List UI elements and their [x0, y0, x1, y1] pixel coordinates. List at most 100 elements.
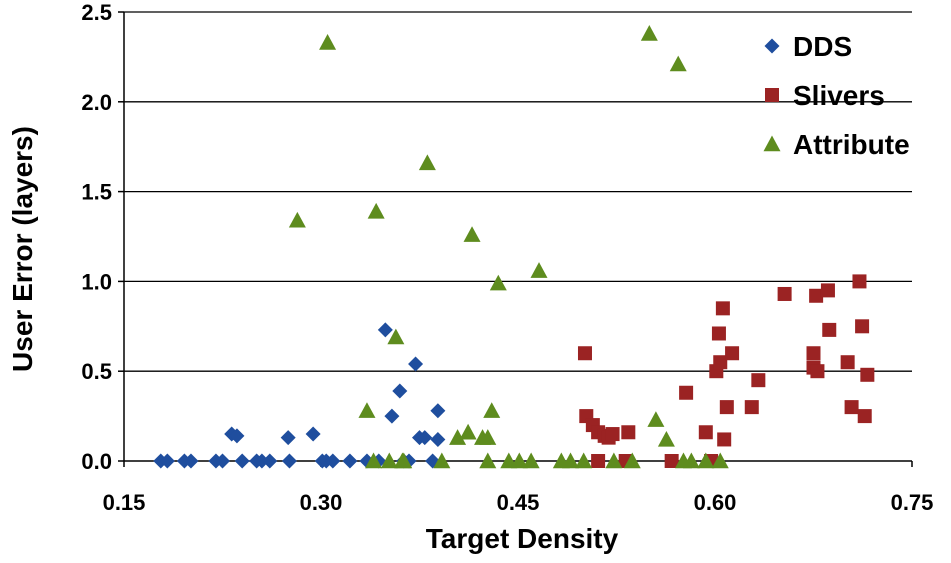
slivers-point: [751, 373, 766, 388]
dds-point: [281, 453, 297, 469]
x-tick-label: 0.75: [891, 490, 934, 515]
x-tick-label: 0.15: [103, 490, 146, 515]
attribute-point: [711, 452, 729, 469]
y-tick-label: 1.5: [81, 180, 112, 205]
dds-point: [325, 453, 341, 469]
slivers-point: [810, 364, 825, 379]
attribute-point: [522, 452, 540, 469]
dds-point: [305, 426, 321, 442]
legend-marker-slivers: [765, 88, 779, 102]
y-tick-label: 1.0: [81, 269, 112, 294]
slivers-point: [806, 346, 821, 361]
legend-label-slivers: Slivers: [793, 80, 885, 111]
y-tick-label: 2.0: [81, 90, 112, 115]
attribute-point: [433, 452, 451, 469]
slivers-point: [664, 454, 679, 468]
slivers-point: [715, 301, 730, 316]
slivers-point: [605, 427, 620, 442]
slivers-point: [591, 454, 606, 468]
dds-point: [262, 453, 278, 469]
legend-marker-dds: [764, 38, 780, 54]
slivers-point: [777, 286, 792, 301]
dds-point: [342, 453, 358, 469]
attribute-point: [669, 55, 687, 72]
slivers-point: [852, 274, 867, 289]
attribute-point: [358, 402, 376, 418]
y-tick-label: 0.0: [81, 449, 112, 474]
slivers-point: [717, 432, 732, 447]
slivers-point: [719, 400, 734, 415]
attribute-point: [395, 452, 413, 469]
attribute-point: [387, 328, 405, 345]
slivers-point: [820, 283, 835, 298]
slivers-point: [857, 409, 872, 424]
legend-label-dds: DDS: [793, 31, 852, 62]
legend: DDS Slivers Attribute: [763, 31, 910, 160]
slivers-point: [822, 322, 837, 337]
dds-point: [229, 428, 245, 444]
slivers-point: [711, 326, 726, 341]
dds-point: [215, 453, 230, 469]
attribute-point: [647, 411, 665, 427]
slivers-point: [809, 288, 824, 303]
data-points: [153, 25, 875, 469]
attribute-point: [657, 430, 675, 447]
y-tick-label: 2.5: [81, 0, 112, 25]
dds-point: [183, 453, 199, 469]
slivers-point: [577, 346, 592, 361]
dds-point: [392, 383, 408, 399]
y-tick-label: 0.5: [81, 359, 112, 384]
gridlines: [124, 11, 912, 372]
dds-point: [384, 408, 400, 424]
dds-point: [430, 431, 446, 447]
slivers-point: [860, 367, 875, 382]
attribute-point: [479, 429, 497, 445]
attribute-point: [562, 452, 580, 469]
attribute-point: [640, 25, 658, 41]
attribute-point: [288, 211, 306, 228]
attribute-point: [575, 452, 593, 469]
dds-point: [417, 430, 433, 446]
attribute-point: [510, 452, 528, 469]
slivers-point: [844, 400, 859, 415]
slivers-point: [621, 425, 636, 440]
attribute-point: [479, 452, 497, 469]
dds-point: [377, 322, 393, 338]
attribute-point: [623, 452, 641, 469]
attribute-point: [697, 452, 715, 469]
attribute-point: [319, 34, 337, 50]
dds-point: [430, 403, 446, 419]
x-axis-title: Target Density: [426, 523, 619, 554]
dds-point: [408, 356, 424, 372]
slivers-point: [725, 346, 740, 361]
dds-point: [234, 453, 250, 469]
y-axis-title: User Error (layers): [7, 126, 38, 372]
tick-labels: 0.0 0.5 1.0 1.5 2.0 2.5 0.15 0.30 0.45 0.60 0.75: [81, 0, 933, 515]
attribute-point: [449, 429, 467, 445]
attribute-point: [530, 262, 548, 278]
slivers-point: [713, 355, 728, 370]
attribute-point: [489, 274, 507, 291]
dds-point: [280, 430, 296, 446]
x-tick-label: 0.45: [497, 490, 540, 515]
attribute-point: [463, 226, 481, 242]
slivers-point: [698, 425, 713, 440]
x-tick-label: 0.30: [300, 490, 343, 515]
slivers-point: [744, 400, 759, 415]
slivers-point: [840, 355, 855, 370]
attribute-point: [605, 452, 623, 469]
legend-marker-attribute: [763, 135, 781, 152]
slivers-point: [679, 385, 694, 400]
attribute-point: [682, 452, 700, 469]
attribute-point: [459, 423, 477, 440]
slivers-point: [855, 319, 870, 334]
dds-point: [159, 453, 175, 469]
dds-point: [254, 453, 270, 469]
attribute-point: [380, 452, 398, 469]
legend-label-attribute: Attribute: [793, 129, 910, 160]
attribute-point: [483, 402, 501, 418]
x-tick-label: 0.60: [694, 490, 737, 515]
attribute-point: [418, 154, 436, 171]
attribute-point: [365, 452, 383, 469]
